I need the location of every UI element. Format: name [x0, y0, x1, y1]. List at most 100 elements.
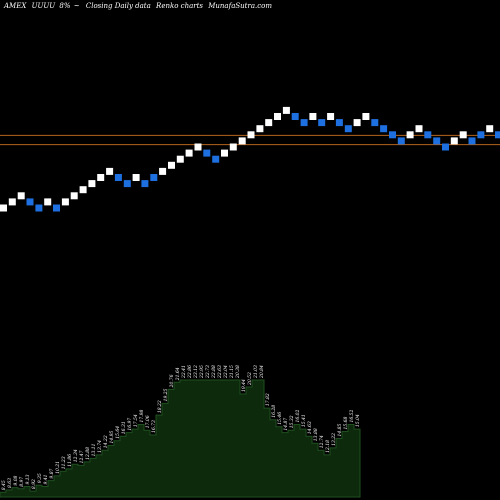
- volume-label: 20.84: [259, 365, 265, 379]
- renko-brick-up: [406, 131, 414, 139]
- volume-label: 15.32: [289, 415, 295, 428]
- volume-label: 15.64: [115, 426, 121, 439]
- renko-bricks: [0, 106, 500, 212]
- renko-brick-down: [318, 119, 326, 127]
- renko-brick-up: [415, 125, 423, 133]
- volume-profile: [0, 379, 361, 498]
- volume-label: 16.73: [151, 420, 157, 433]
- renko-brick-down: [26, 198, 34, 206]
- header-change: 8%: [59, 2, 70, 10]
- volume-label: 14.63: [307, 421, 313, 434]
- renko-brick-up: [327, 113, 335, 120]
- volume-label: 14.85: [337, 423, 343, 436]
- volume-label: 13.22: [331, 433, 337, 446]
- volume-label: 17.98: [139, 409, 145, 422]
- volume-label: 22.41: [181, 365, 187, 379]
- renko-brick-down: [442, 143, 449, 151]
- renko-brick-down: [495, 131, 500, 139]
- renko-brick-up: [247, 131, 255, 139]
- volume-label: 19.44: [241, 379, 247, 392]
- volume-label: 14.95: [109, 430, 115, 443]
- volume-label: 15.46: [277, 412, 283, 425]
- volume-label: 16.28: [271, 405, 277, 418]
- renko-brick-down: [212, 155, 220, 163]
- volume-label: 17.54: [133, 414, 139, 427]
- renko-brick-down: [424, 131, 432, 139]
- renko-brick-up: [176, 155, 184, 163]
- volume-label: 15.04: [355, 414, 361, 427]
- volume-label: 21.64: [175, 367, 181, 381]
- renko-brick-up: [459, 131, 467, 139]
- renko-brick-up: [274, 113, 281, 120]
- volume-label: 9.13: [25, 474, 31, 484]
- volume-label: 11.86: [67, 454, 73, 467]
- renko-brick-up: [185, 149, 193, 157]
- renko-brick-down: [35, 204, 43, 212]
- volume-label: 16.31: [121, 421, 127, 434]
- renko-brick-up: [194, 143, 202, 151]
- volume-label: 8.92: [31, 479, 37, 489]
- renko-brick-up: [282, 106, 290, 114]
- renko-brick-down: [123, 180, 131, 188]
- renko-brick-up: [353, 119, 361, 127]
- header-site: MunafaSutra.com: [207, 2, 272, 10]
- header-chart-kind: Renko charts: [155, 2, 203, 10]
- renko-brick-up: [450, 137, 458, 145]
- volume-label: 23.12: [193, 365, 199, 379]
- renko-brick-up: [106, 167, 114, 175]
- volume-label: 12.88: [85, 447, 91, 460]
- volume-label: 20.76: [169, 374, 175, 388]
- renko-brick-down: [114, 174, 122, 181]
- volume-label: 13.88: [313, 428, 319, 441]
- volume-label: 16.02: [295, 409, 301, 422]
- volume-label: 15.68: [343, 416, 349, 429]
- renko-brick-down: [371, 119, 379, 127]
- volume-label: 16.52: [349, 409, 355, 422]
- renko-brick-up: [79, 186, 87, 194]
- volume-label: 21.03: [253, 365, 259, 379]
- volume-label: 9.08: [13, 475, 19, 485]
- volume-label: 12.18: [325, 440, 331, 453]
- volume-label: 9.87: [49, 468, 55, 478]
- volume-area: [0, 379, 361, 498]
- volume-label: 8.63: [7, 478, 13, 488]
- volume-label: 22.73: [205, 365, 211, 379]
- renko-brick-up: [17, 192, 25, 200]
- renko-brick-up: [238, 137, 246, 145]
- volume-label: 8.97: [19, 477, 25, 487]
- volume-label: 18.22: [157, 400, 163, 413]
- volume-labels: 8.45 8.63 9.08 8.97 9.13 8.929.35 9.419.87 10.2…: [1, 365, 361, 490]
- volume-label: 22.04: [223, 365, 229, 379]
- renko-brick-up: [159, 167, 167, 175]
- renko-brick-down: [291, 113, 299, 120]
- renko-brick-up: [221, 149, 228, 157]
- renko-brick-down: [141, 180, 149, 188]
- volume-label: 12.74: [319, 435, 325, 448]
- renko-brick-up: [486, 125, 494, 133]
- volume-label: 22.88: [211, 365, 217, 379]
- renko-brick-down: [335, 119, 343, 127]
- renko-brick-up: [362, 113, 370, 120]
- volume-label: 11.23: [61, 456, 67, 469]
- renko-brick-down: [344, 125, 352, 133]
- volume-label: 9.35: [37, 473, 43, 483]
- header-symbol: AMEX: [3, 2, 27, 10]
- renko-brick-down: [477, 131, 485, 139]
- renko-brick-down: [433, 137, 441, 145]
- volume-label: 13.74: [97, 440, 103, 453]
- chart-header: AMEX UUUU 8% ~ Closing Daily data Renko …: [3, 2, 272, 10]
- renko-brick-up: [61, 198, 69, 206]
- renko-brick-down: [300, 119, 308, 127]
- volume-label: 17.06: [145, 415, 151, 428]
- renko-brick-up: [168, 161, 175, 169]
- volume-label: 15.41: [301, 414, 307, 427]
- renko-brick-down: [380, 125, 388, 133]
- renko-brick-up: [256, 125, 264, 133]
- volume-label: 12.47: [79, 450, 85, 463]
- volume-label: 8.45: [1, 480, 7, 490]
- volume-label: 10.21: [55, 461, 61, 474]
- volume-label: 16.97: [127, 418, 133, 431]
- renko-brick-down: [150, 174, 158, 181]
- volume-label: 12.34: [73, 449, 79, 462]
